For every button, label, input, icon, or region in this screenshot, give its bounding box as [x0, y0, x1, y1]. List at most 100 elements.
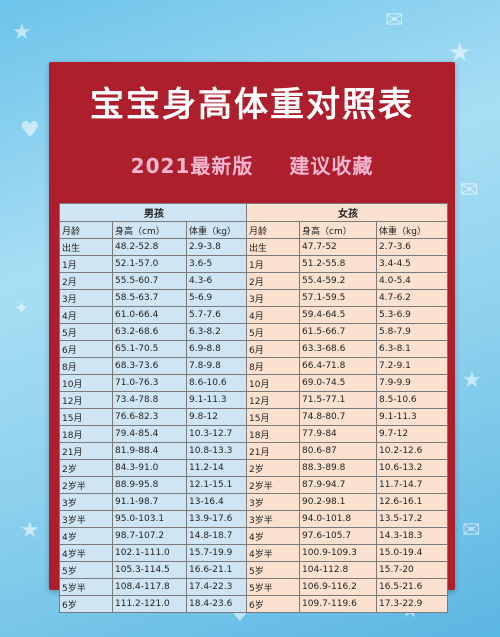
table-row: 3月 58.5-63.7 5-6.9 3月 57.1-59.5 4.7-6.2	[59, 289, 449, 307]
heart-icon: ♥	[20, 118, 40, 143]
boy-weight-cell: 14.8-18.7	[185, 527, 248, 545]
girl-weight-cell: 7.2-9.1	[376, 357, 449, 375]
boy-height-cell: 71.0-76.3	[112, 374, 187, 392]
star-icon: ★	[462, 368, 482, 393]
boy-height-cell: 102.1-111.0	[112, 544, 187, 562]
boy-age-cell: 1月	[59, 255, 113, 273]
boy-age-cell: 3月	[59, 289, 113, 307]
table-row: 8月 68.3-73.6 7.8-9.8 8月 66.4-71.8 7.2-9.1	[59, 357, 449, 375]
boy-age-cell: 12月	[59, 391, 113, 409]
boy-height-cell: 91.1-98.7	[112, 493, 187, 511]
girl-height-cell: 69.0-74.5	[299, 374, 378, 392]
table-row: 4岁半 102.1-111.0 15.7-19.9 4岁半 100.9-109.3 15.…	[59, 544, 449, 562]
boy-height-cell: 111.2-121.0	[112, 595, 187, 613]
girl-weight-cell: 12.6-16.1	[376, 493, 449, 511]
girl-height-cell: 104-112.8	[299, 561, 378, 579]
girl-weight-cell: 5.3-6.9	[376, 306, 449, 324]
boy-weight-header: 体重（kg）	[185, 221, 248, 239]
boy-height-cell: 61.0-66.4	[112, 306, 187, 324]
boy-weight-cell: 11.2-14	[185, 459, 248, 477]
boy-weight-cell: 4.3-6	[185, 272, 248, 290]
boy-age-cell: 5岁	[59, 561, 113, 579]
table-row: 15月 76.6-82.3 9.8-12 15月 74.8-80.7 9.1-11.3	[59, 408, 449, 426]
star-icon: ★	[20, 518, 40, 543]
girl-height-cell: 57.1-59.5	[299, 289, 378, 307]
girl-age-cell: 1月	[246, 255, 301, 273]
girl-group-header: 女孩	[246, 203, 449, 222]
girl-height-cell: 88.3-89.8	[299, 459, 378, 477]
chart-card: 宝宝身高体重对照表 2021最新版 建议收藏 男孩 女孩 月龄 身高（cm） 体重…	[49, 62, 455, 613]
boy-height-cell: 73.4-78.8	[112, 391, 187, 409]
girl-age-cell: 6岁	[246, 595, 301, 613]
girl-weight-header: 体重（kg）	[376, 221, 449, 239]
girl-weight-cell: 16.5-21.6	[376, 578, 449, 596]
boy-age-cell: 8月	[59, 357, 113, 375]
table-row: 2岁半 88.9-95.8 12.1-15.1 2岁半 87.9-94.7 11.7-14…	[59, 476, 449, 494]
boy-age-cell: 4岁半	[59, 544, 113, 562]
table-row: 12月 73.4-78.8 9.1-11.3 12月 71.5-77.1 8.5-10.6	[59, 391, 449, 409]
boy-age-cell: 5岁半	[59, 578, 113, 596]
girl-age-cell: 12月	[246, 391, 301, 409]
girl-weight-cell: 8.5-10.6	[376, 391, 449, 409]
boy-height-cell: 58.5-63.7	[112, 289, 187, 307]
boy-age-cell: 4月	[59, 306, 113, 324]
boy-height-cell: 63.2-68.6	[112, 323, 187, 341]
girl-age-cell: 出生	[246, 238, 301, 256]
boy-age-cell: 2月	[59, 272, 113, 290]
boy-weight-cell: 9.8-12	[185, 408, 248, 426]
girl-weight-cell: 10.2-12.6	[376, 442, 449, 460]
boy-height-header: 身高（cm）	[112, 221, 187, 239]
height-weight-table: 男孩 女孩 月龄 身高（cm） 体重（kg） 月龄 身高（cm） 体重（kg） …	[58, 203, 449, 613]
girl-weight-cell: 15.7-20	[376, 561, 449, 579]
girl-weight-cell: 4.0-5.4	[376, 272, 449, 290]
table-row: 5月 63.2-68.6 6.3-8.2 5月 61.5-66.7 5.8-7.9	[59, 323, 449, 341]
girl-weight-cell: 11.7-14.7	[376, 476, 449, 494]
boy-weight-cell: 10.3-12.7	[185, 425, 248, 443]
girl-height-cell: 94.0-101.8	[299, 510, 378, 528]
boy-height-cell: 105.3-114.5	[112, 561, 187, 579]
girl-weight-cell: 7.9-9.9	[376, 374, 449, 392]
boy-weight-cell: 7.8-9.8	[185, 357, 248, 375]
boy-height-cell: 52.1-57.0	[112, 255, 187, 273]
edition-label: 2021最新版	[130, 154, 254, 178]
girl-age-cell: 5岁	[246, 561, 301, 579]
boy-weight-cell: 2.9-3.8	[185, 238, 248, 256]
girl-height-cell: 59.4-64.5	[299, 306, 378, 324]
boy-weight-cell: 15.7-19.9	[185, 544, 248, 562]
girl-height-cell: 63.3-68.6	[299, 340, 378, 358]
boy-weight-cell: 16.6-21.1	[185, 561, 248, 579]
girl-age-cell: 10月	[246, 374, 301, 392]
table-row: 出生 48.2-52.8 2.9-3.8 出生 47.7-52 2.7-3.6	[59, 238, 449, 256]
boy-group-header: 男孩	[58, 203, 248, 222]
boy-height-cell: 98.7-107.2	[112, 527, 187, 545]
boy-age-cell: 21月	[59, 442, 113, 460]
girl-age-cell: 8月	[246, 357, 301, 375]
boy-age-cell: 15月	[59, 408, 113, 426]
girl-age-cell: 3岁半	[246, 510, 301, 528]
boy-height-cell: 95.0-103.1	[112, 510, 187, 528]
boy-age-cell: 3岁半	[59, 510, 113, 528]
girl-height-cell: 90.2-98.1	[299, 493, 378, 511]
girl-weight-cell: 13.5-17.2	[376, 510, 449, 528]
girl-age-cell: 4月	[246, 306, 301, 324]
girl-weight-cell: 14.3-18.3	[376, 527, 449, 545]
table-row: 4月 61.0-66.4 5.7-7.6 4月 59.4-64.5 5.3-6.9	[59, 306, 449, 324]
girl-age-cell: 15月	[246, 408, 301, 426]
table-row: 4岁 98.7-107.2 14.8-18.7 4岁 97.6-105.7 14.3-18…	[59, 527, 449, 545]
boy-height-cell: 81.9-88.4	[112, 442, 187, 460]
girl-height-cell: 106.9-116.2	[299, 578, 378, 596]
girl-height-cell: 71.5-77.1	[299, 391, 378, 409]
girl-weight-cell: 3.4-4.5	[376, 255, 449, 273]
boy-weight-cell: 18.4-23.6	[185, 595, 248, 613]
girl-height-cell: 47.7-52	[299, 238, 378, 256]
table-row: 18月 79.4-85.4 10.3-12.7 18月 77.9-84 9.7-12	[59, 425, 449, 443]
girl-age-cell: 2岁	[246, 459, 301, 477]
table-row: 2岁 84.3-91.0 11.2-14 2岁 88.3-89.8 10.6-13.2	[59, 459, 449, 477]
boy-weight-cell: 10.8-13.3	[185, 442, 248, 460]
boy-weight-cell: 13-16.4	[185, 493, 248, 511]
boy-age-cell: 出生	[59, 238, 113, 256]
boy-age-cell: 2岁	[59, 459, 113, 477]
boy-age-cell: 18月	[59, 425, 113, 443]
tagline-label: 建议收藏	[289, 154, 374, 178]
girl-age-cell: 5月	[246, 323, 301, 341]
